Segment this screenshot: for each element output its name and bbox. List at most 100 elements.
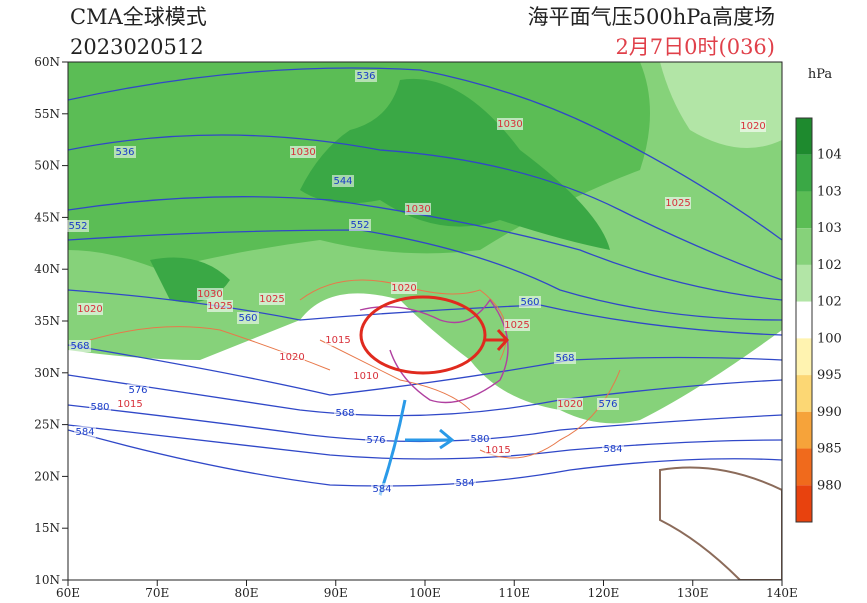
label-bg bbox=[391, 282, 417, 294]
height-label: 536 bbox=[356, 71, 375, 82]
lat-label: 45N bbox=[34, 210, 60, 224]
colorbar-frame bbox=[795, 117, 813, 523]
height-label: 580 bbox=[90, 402, 109, 413]
model-name: CMA全球模式 bbox=[70, 5, 207, 29]
colorbar-label: 980 bbox=[817, 478, 842, 493]
label-bg bbox=[554, 352, 576, 364]
label-bg bbox=[207, 300, 233, 312]
lat-label: 40N bbox=[34, 262, 60, 276]
height-label: 580 bbox=[470, 434, 489, 445]
label-bg bbox=[114, 146, 136, 158]
lat-label: 30N bbox=[34, 366, 60, 380]
label-bg bbox=[597, 398, 619, 410]
init-time: 2023020512 bbox=[70, 35, 204, 59]
label-bg bbox=[371, 483, 393, 495]
pressure-label: 1015 bbox=[485, 445, 510, 456]
lon-label: 70E bbox=[145, 586, 169, 600]
lat-label: 60N bbox=[34, 55, 60, 69]
lon-label: 80E bbox=[234, 586, 258, 600]
height-label: 584 bbox=[455, 478, 474, 489]
label-bg bbox=[69, 340, 91, 352]
label-bg bbox=[485, 444, 511, 456]
colorbar-swatch bbox=[796, 118, 812, 155]
label-bg bbox=[325, 334, 351, 346]
label-bg bbox=[332, 175, 354, 187]
label-bg bbox=[279, 351, 305, 363]
pressure-label: 1020 bbox=[740, 121, 765, 132]
colorbar-swatch bbox=[796, 338, 812, 376]
colorbar-label: 985 bbox=[817, 442, 842, 457]
label-bg bbox=[74, 426, 96, 438]
lon-label: 130E bbox=[677, 586, 709, 600]
lat-label: 20N bbox=[34, 469, 60, 483]
colorbar-label: 102 bbox=[817, 258, 842, 273]
high-pressure-max bbox=[300, 78, 610, 250]
pressure-label: 1015 bbox=[117, 399, 142, 410]
lat-label: 50N bbox=[34, 159, 60, 173]
label-bg bbox=[67, 220, 89, 232]
pressure-label: 1030 bbox=[197, 289, 222, 300]
colorbar-label: 103 bbox=[817, 221, 842, 236]
colorbar-swatch bbox=[796, 375, 812, 412]
pressure-label: 1025 bbox=[259, 294, 284, 305]
label-bg bbox=[197, 288, 223, 300]
height-label: 576 bbox=[366, 435, 385, 446]
colorbar-label: 100 bbox=[817, 331, 842, 346]
colorbar-swatch bbox=[796, 448, 812, 486]
colorbar-swatch bbox=[796, 301, 812, 339]
height-label: 560 bbox=[520, 297, 539, 308]
lon-label: 120E bbox=[588, 586, 620, 600]
height-label: 544 bbox=[333, 176, 352, 187]
height-label: 584 bbox=[75, 427, 94, 438]
pressure-label: 1020 bbox=[77, 304, 102, 315]
label-bg bbox=[665, 197, 691, 209]
height-label: 576 bbox=[128, 385, 147, 396]
height-label: 576 bbox=[598, 399, 617, 410]
label-bg bbox=[353, 370, 379, 382]
label-bg bbox=[259, 293, 285, 305]
label-bg bbox=[602, 443, 624, 455]
label-bg bbox=[237, 312, 259, 324]
height-label: 536 bbox=[115, 147, 134, 158]
label-bg bbox=[454, 477, 476, 489]
label-bg bbox=[365, 434, 387, 446]
label-bg bbox=[469, 433, 491, 445]
height-label: 552 bbox=[68, 221, 87, 232]
valid-time: 2月7日0时(036) bbox=[615, 35, 775, 59]
colorbar-label: 990 bbox=[817, 405, 842, 420]
colorbar-unit: hPa bbox=[808, 67, 833, 82]
annotation-arrow bbox=[485, 328, 510, 352]
label-bg bbox=[77, 303, 103, 315]
annotation-circle bbox=[359, 295, 487, 375]
label-bg bbox=[740, 120, 766, 132]
label-bg bbox=[290, 146, 316, 158]
label-bg bbox=[355, 70, 377, 82]
label-bg bbox=[334, 407, 356, 419]
lat-label: 10N bbox=[34, 573, 60, 587]
pressure-label: 1020 bbox=[557, 399, 582, 410]
lon-label: 90E bbox=[324, 586, 348, 600]
lon-label: 60E bbox=[56, 586, 80, 600]
label-bg bbox=[127, 384, 149, 396]
colorbar-swatch bbox=[796, 264, 812, 302]
height-label: 584 bbox=[372, 484, 391, 495]
lat-label: 25N bbox=[34, 418, 60, 432]
lon-label: 100E bbox=[409, 586, 441, 600]
coast bbox=[659, 466, 782, 580]
height-label: 568 bbox=[335, 408, 354, 419]
height-label: 568 bbox=[70, 341, 89, 352]
height-label: 584 bbox=[603, 444, 622, 455]
lon-label: 140E bbox=[766, 586, 798, 600]
pressure-label: 1010 bbox=[353, 371, 378, 382]
colorbar-label: 103 bbox=[817, 184, 842, 199]
colorbar-label: 995 bbox=[817, 368, 842, 383]
label-bg bbox=[405, 203, 431, 215]
lat-label: 35N bbox=[34, 314, 60, 328]
product-title: 海平面气压500hPa高度场 bbox=[528, 5, 775, 29]
colorbar-swatch bbox=[796, 411, 812, 449]
pressure-label: 1015 bbox=[325, 335, 350, 346]
pressure-label: 1020 bbox=[391, 283, 416, 294]
colorbar-swatch bbox=[796, 191, 812, 229]
pressure-label: 1030 bbox=[497, 119, 522, 130]
